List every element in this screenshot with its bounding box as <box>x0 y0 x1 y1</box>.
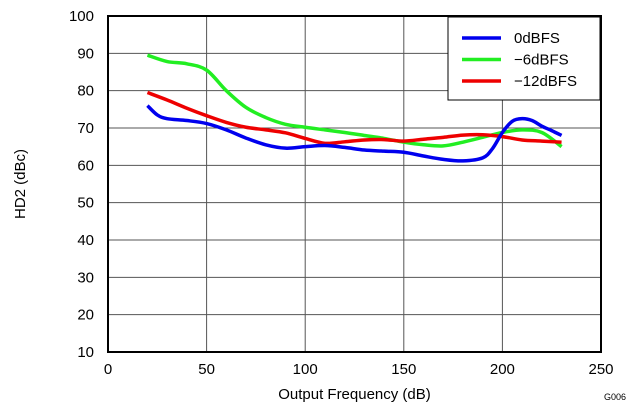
legend-label: −12dBFS <box>514 73 577 90</box>
series-line-0 <box>146 104 563 163</box>
series-lines <box>146 53 563 163</box>
figure-id: G006 <box>604 392 626 402</box>
y-tick-label: 60 <box>77 157 94 174</box>
y-tick-label: 20 <box>77 307 94 324</box>
legend-label: 0dBFS <box>514 30 560 47</box>
y-axis-tick-labels: 10 20 30 40 50 60 70 80 90 100 <box>69 8 94 361</box>
x-tick-label: 50 <box>198 361 215 378</box>
y-axis-title: HD2 (dBc) <box>12 149 29 219</box>
y-tick-label: 50 <box>77 195 94 212</box>
legend: 0dBFS −6dBFS −12dBFS <box>447 16 601 101</box>
legend-label: −6dBFS <box>514 52 569 69</box>
y-tick-label: 30 <box>77 269 94 286</box>
x-tick-label: 100 <box>293 361 318 378</box>
legend-items: 0dBFS −6dBFS −12dBFS <box>462 30 577 90</box>
x-axis-title: Output Frequency (dB) <box>278 386 431 403</box>
x-tick-label: 200 <box>490 361 515 378</box>
y-tick-label: 40 <box>77 232 94 249</box>
y-tick-label: 10 <box>77 344 94 361</box>
y-tick-label: 70 <box>77 120 94 137</box>
plot-frame <box>107 15 602 353</box>
x-tick-label: 0 <box>104 361 112 378</box>
y-tick-label: 80 <box>77 83 94 100</box>
series-line-2 <box>146 90 562 146</box>
y-tick-label: 90 <box>77 45 94 62</box>
x-tick-label: 250 <box>588 361 613 378</box>
x-axis-tick-labels: 0 50 100 150 200 250 <box>104 361 614 378</box>
y-tick-label: 100 <box>69 8 94 25</box>
x-tick-label: 150 <box>391 361 416 378</box>
